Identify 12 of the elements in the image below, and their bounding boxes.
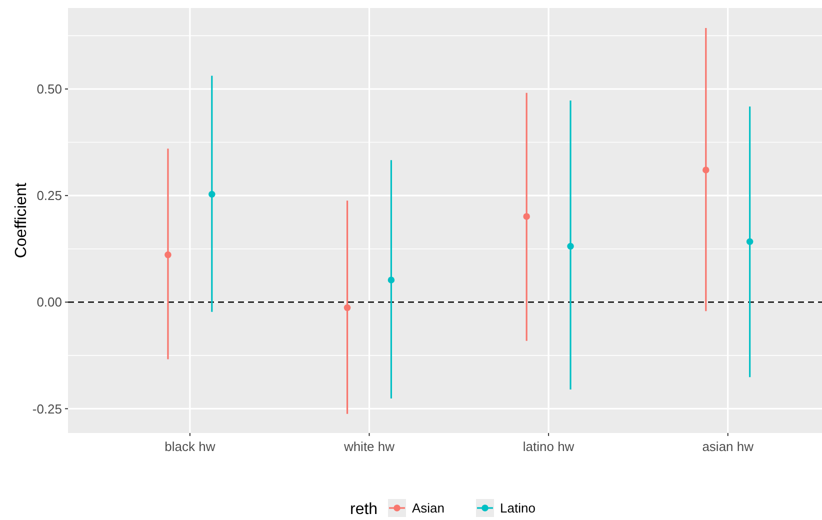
y-axis-title: Coefficient — [13, 182, 30, 258]
y-tick-label: 0.00 — [36, 294, 62, 310]
y-tick-label: -0.25 — [32, 401, 62, 416]
x-tick-label: white hw — [342, 439, 396, 454]
legend-title: reth — [350, 501, 378, 518]
x-tick-label: asian hw — [702, 439, 754, 454]
y-tick-label: 0.25 — [36, 188, 62, 204]
x-tick-label: latino hw — [522, 439, 575, 454]
legend-label: Latino — [500, 500, 536, 516]
x-tick-label: black hw — [164, 439, 216, 454]
y-tick-label: 0.50 — [36, 82, 62, 97]
legend-label: Asian — [412, 500, 445, 516]
